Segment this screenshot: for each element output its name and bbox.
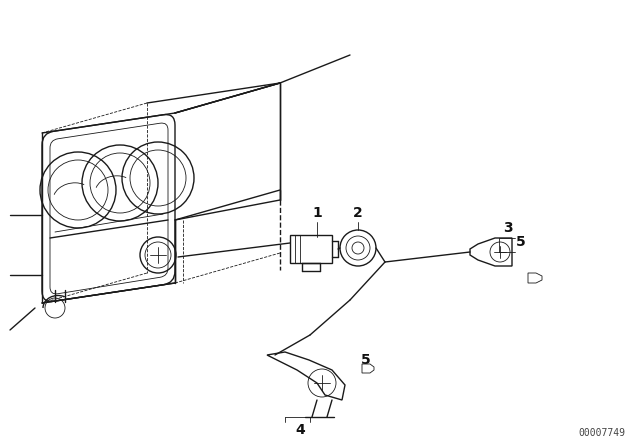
Text: 3: 3	[503, 221, 513, 235]
Text: 5: 5	[361, 353, 371, 367]
Text: 00007749: 00007749	[578, 428, 625, 438]
Text: 1: 1	[312, 206, 322, 220]
Text: 4: 4	[295, 423, 305, 437]
Text: 5: 5	[516, 235, 525, 249]
Text: 2: 2	[353, 206, 363, 220]
